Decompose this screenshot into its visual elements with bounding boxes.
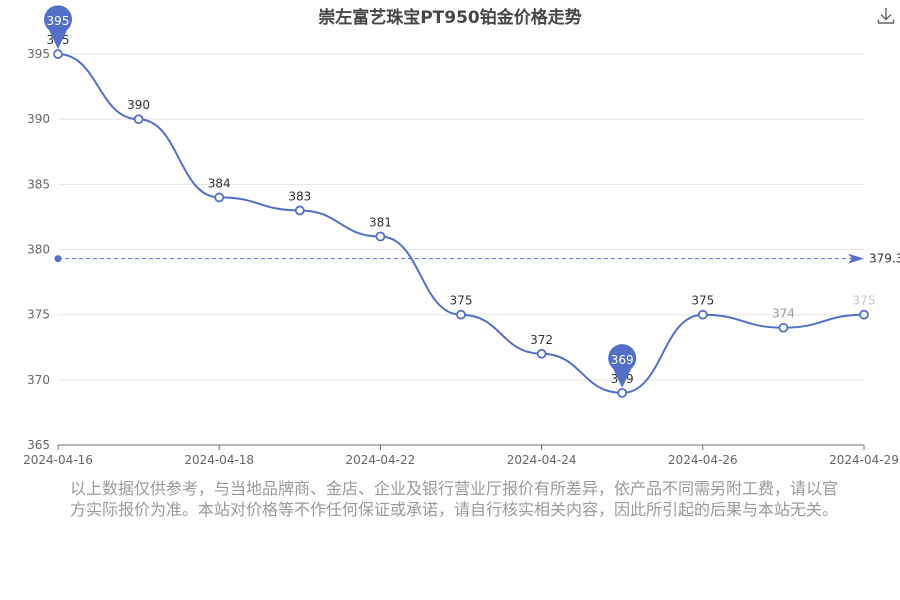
- series-line: [57, 53, 865, 394]
- average-line-group: 379.3: [54, 252, 900, 266]
- y-tick-label: 390: [27, 112, 50, 126]
- data-label: 383: [288, 189, 311, 203]
- x-tick-label: 2024-04-16: [23, 453, 93, 467]
- y-tick-label: 380: [27, 243, 50, 257]
- y-tick-label: 375: [27, 308, 50, 322]
- data-point: [375, 231, 386, 242]
- max-marker: 395: [44, 5, 73, 50]
- chart-title: 崇左富艺珠宝PT950铂金价格走势: [318, 8, 582, 28]
- x-tick-label: 2024-04-24: [507, 453, 577, 467]
- data-label: 372: [530, 333, 553, 347]
- data-label: 390: [127, 98, 150, 112]
- data-point: [536, 348, 547, 359]
- min-marker-shape: [608, 344, 637, 388]
- series-line-group: [57, 53, 865, 394]
- data-label: 375: [691, 294, 714, 308]
- data-point: [214, 192, 225, 203]
- data-point: [617, 387, 628, 398]
- x-tick-label: 2024-04-29: [829, 453, 899, 467]
- data-points: [53, 49, 869, 398]
- disclaimer-text: 以上数据仅供参考，与当地品牌商、金店、企业及银行营业厅报价有所差异，依产品不同需…: [70, 479, 839, 519]
- data-point: [294, 205, 305, 216]
- average-line-label: 379.3: [869, 252, 900, 266]
- data-point: [697, 309, 708, 320]
- data-label: 375: [853, 294, 876, 308]
- min-marker-label: 369: [611, 353, 634, 367]
- extreme-markers: 395 369: [44, 5, 637, 388]
- y-tick-label: 385: [27, 177, 50, 191]
- min-marker: 369: [608, 344, 637, 388]
- average-line-start: [54, 255, 62, 263]
- data-point: [859, 309, 869, 320]
- x-tick-label: 2024-04-26: [668, 453, 738, 467]
- x-tick-label: 2024-04-22: [346, 453, 416, 467]
- y-tick-label: 370: [27, 373, 50, 387]
- y-tick-label: 365: [27, 438, 50, 452]
- data-point: [778, 322, 789, 333]
- x-tick-label: 2024-04-18: [184, 453, 254, 467]
- average-line-arrow: [848, 253, 864, 264]
- x-axis: 2024-04-16 2024-04-18 2024-04-22 2024-04-24…: [23, 444, 899, 467]
- download-icon[interactable]: [876, 6, 896, 26]
- data-label: 384: [208, 176, 231, 190]
- data-point: [133, 114, 144, 125]
- max-marker-label: 395: [47, 14, 70, 28]
- grid-lines: 365 370 375 380 385 390 395: [27, 47, 864, 452]
- data-label: 374: [772, 307, 795, 321]
- data-labels: 395390384383381375372369375374375: [47, 33, 876, 386]
- data-label: 381: [369, 216, 392, 230]
- max-marker-shape: [44, 5, 73, 50]
- data-point: [456, 309, 466, 320]
- data-label: 375: [450, 294, 473, 308]
- data-point: [53, 49, 63, 59]
- y-tick-label: 395: [27, 47, 50, 61]
